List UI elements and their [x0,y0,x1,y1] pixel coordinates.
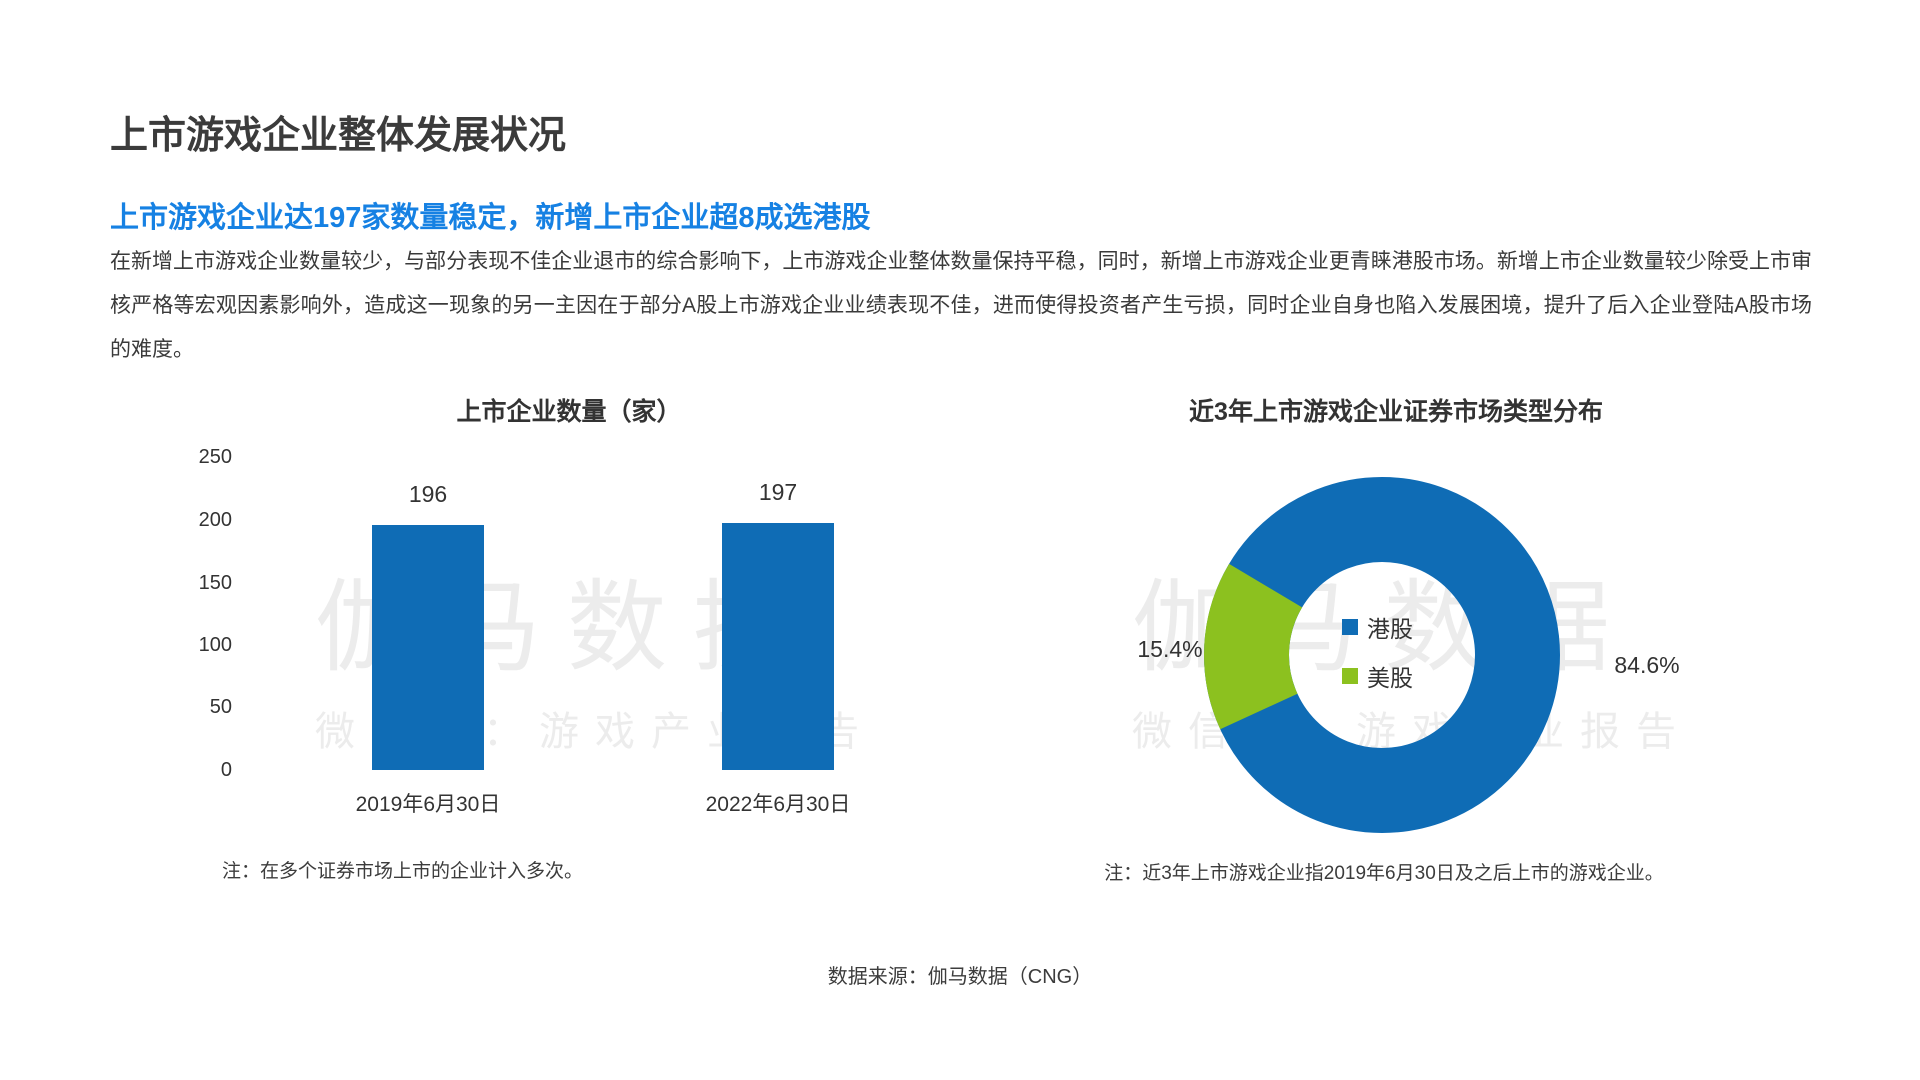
donut-chart-note: 注：近3年上市游戏企业指2019年6月30日及之后上市的游戏企业。 [1104,863,1664,884]
legend-label-hk: 港股 [1367,616,1413,642]
y-axis-tick: 0 [220,759,232,781]
page-title: 上市游戏企业整体发展状况 [110,115,567,157]
donut-legend: 港股 美股 [1342,610,1413,693]
y-axis-tick: 100 [198,634,232,656]
y-axis-tick: 250 [198,446,232,468]
donut-slice-us [1204,477,1560,833]
x-axis-label: 2022年6月30日 [705,793,851,816]
bar-value-label: 197 [758,479,798,506]
page-subtitle: 上市游戏企业达197家数量稳定，新增上市企业超8成选港股 [110,202,871,234]
body-paragraph: 在新增上市游戏企业数量较少，与部分表现不佳企业退市的综合影响下，上市游戏企业整体… [110,250,1812,361]
bar-value-label: 196 [408,480,448,507]
donut-chart [1204,477,1560,833]
donut-chart-title: 近3年上市游戏企业证券市场类型分布 [1189,398,1603,426]
x-axis-label: 2019年6月30日 [355,793,501,816]
legend-item-us: 美股 [1342,659,1413,693]
legend-item-hk: 港股 [1342,610,1413,644]
y-axis-tick: 150 [198,572,232,594]
pct-label-hk: 84.6% [1614,652,1680,678]
data-source: 数据来源：伽马数据（CNG） [827,966,1093,988]
y-axis-tick: 50 [209,696,232,718]
bar-chart-note: 注：在多个证券市场上市的企业计入多次。 [222,861,584,882]
pct-label-us: 15.4% [1137,636,1203,662]
legend-swatch-us [1342,668,1358,684]
bar-2019 [372,524,484,770]
y-axis-tick: 200 [198,509,232,531]
bar-2022 [722,523,834,770]
legend-label-us: 美股 [1367,665,1413,691]
legend-swatch-hk [1342,619,1358,635]
bar-chart-title: 上市企业数量（家） [456,398,682,426]
